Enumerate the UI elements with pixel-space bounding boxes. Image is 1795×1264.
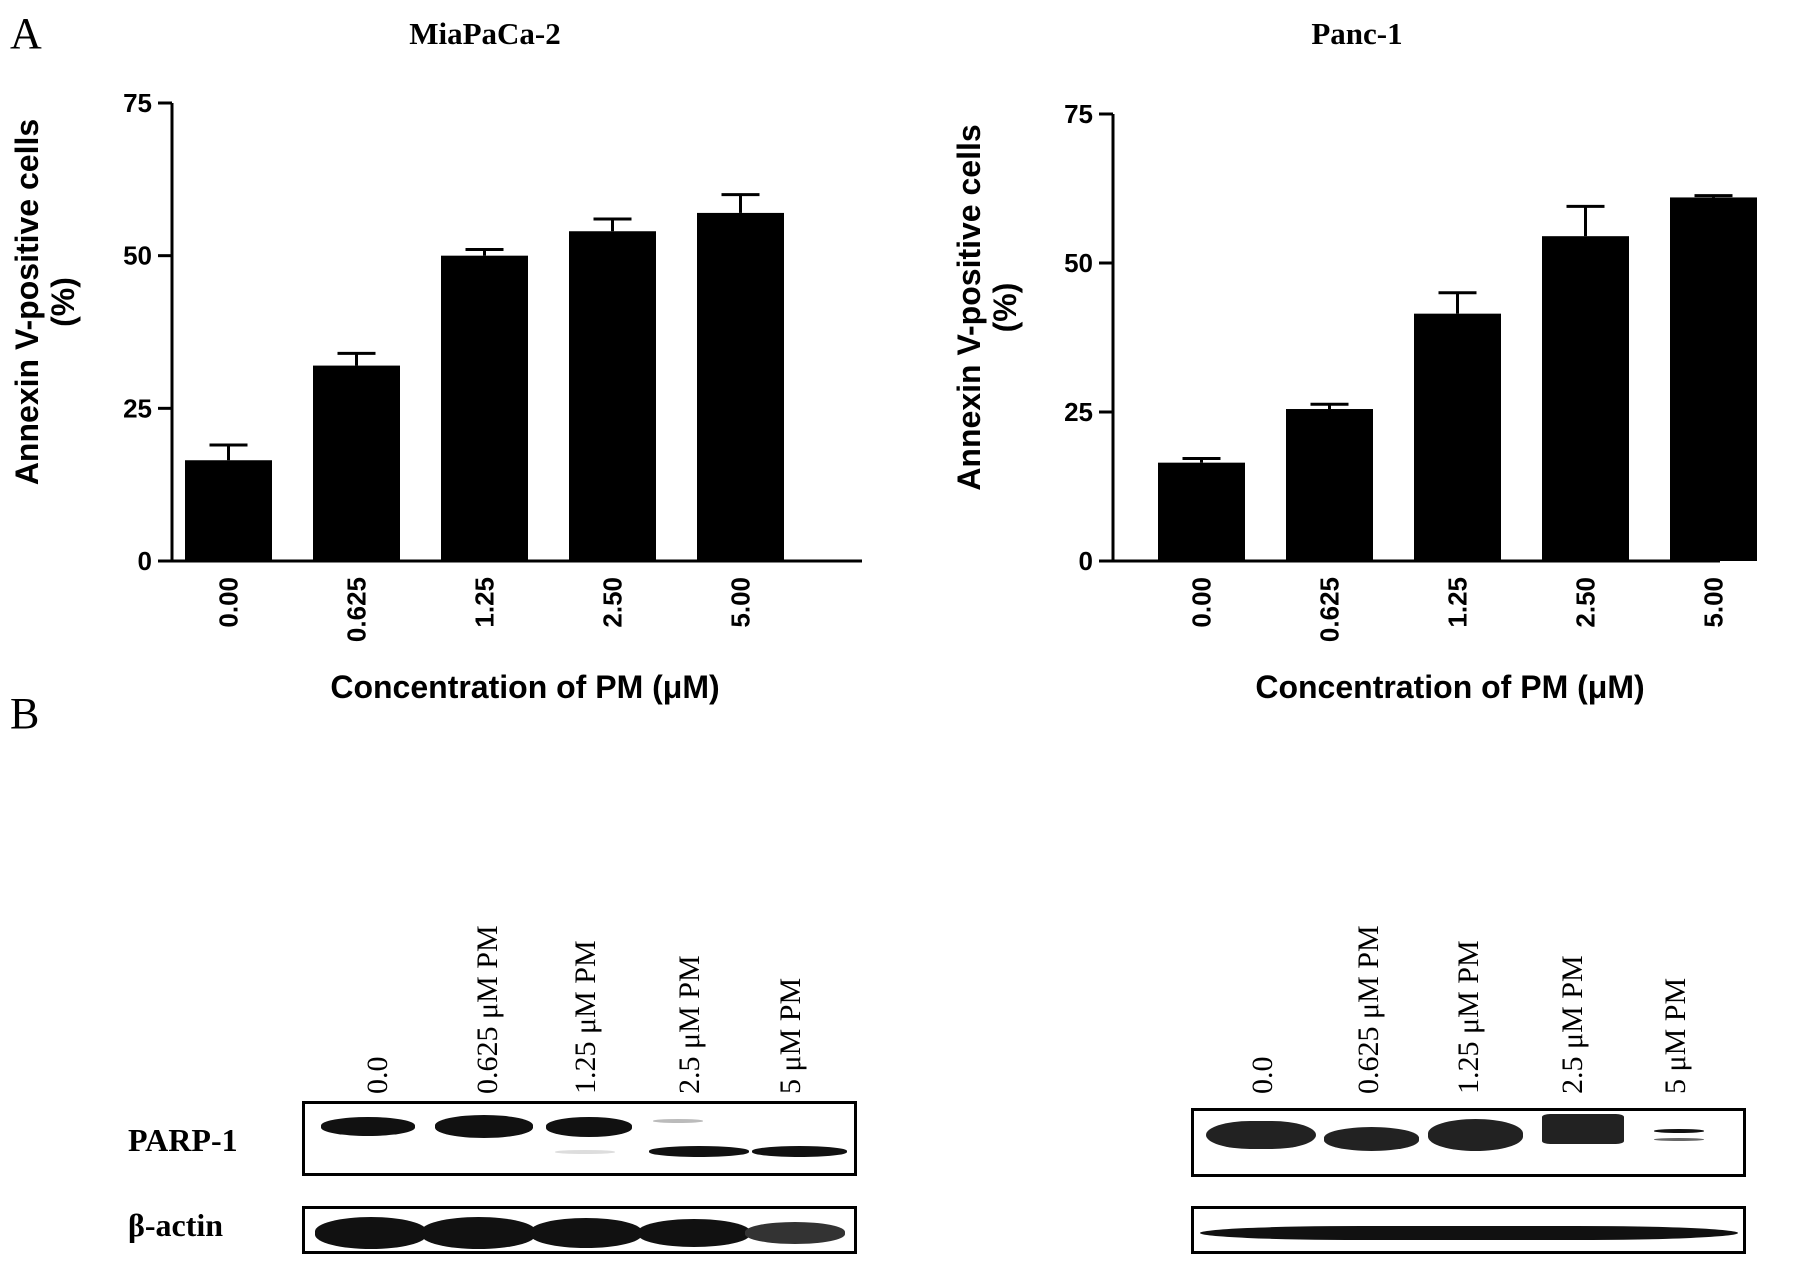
bar: [1414, 313, 1501, 561]
bar: [697, 212, 784, 562]
lane-label-right-4: 2.5 μM PM: [1556, 955, 1589, 1094]
y-tick-label: 50: [1064, 248, 1093, 278]
panel-label-a: A: [10, 9, 42, 58]
lane-label-left-3: 1.25 μM PM: [569, 940, 602, 1094]
band: [530, 1218, 642, 1248]
x-tick-label: 1.25: [470, 577, 500, 628]
bar: [1286, 409, 1373, 561]
chart-title-panc: Panc-1: [1311, 16, 1403, 51]
lane-label-left-4: 2.5 μM PM: [673, 955, 706, 1094]
x-tick-label: 1.25: [1443, 577, 1473, 628]
y-tick-label: 25: [123, 393, 152, 423]
band: [649, 1146, 749, 1157]
y-tick-label: 25: [1064, 397, 1093, 427]
bar: [313, 365, 400, 561]
x-tick-label: 2.50: [598, 577, 628, 628]
band: [315, 1217, 427, 1249]
lane-label-left-2: 0.625 μM PM: [471, 925, 504, 1094]
x-axis-label: Concentration of PM (μM): [330, 669, 719, 705]
bar: [569, 231, 656, 562]
blot-left-parp: [302, 1101, 857, 1176]
y-axis-label-unit: (%): [45, 277, 81, 327]
band: [421, 1217, 536, 1249]
row-label-parp: PARP-1: [128, 1122, 238, 1158]
y-tick-label: 50: [123, 241, 152, 271]
bar-chart-miapaca: 0 25 50 75 0.00 0.625 1.25 2.50 5.00 Concentratio…: [9, 88, 862, 705]
lane-label-right-5: 5 μM PM: [1659, 977, 1692, 1094]
lane-label-left-1: 0.0: [361, 1056, 394, 1095]
y-axis-label-unit: (%): [987, 283, 1023, 333]
x-tick-label: 0.625: [342, 577, 372, 642]
band: [1428, 1119, 1523, 1151]
band: [1206, 1121, 1316, 1149]
bar: [1670, 197, 1757, 561]
row-label-actin: β-actin: [128, 1207, 224, 1243]
bar: [1158, 462, 1245, 561]
blot-left-actin: [302, 1206, 857, 1254]
bar: [441, 255, 528, 561]
y-tick-label: 75: [1064, 99, 1093, 129]
x-tick-label: 5.00: [726, 577, 756, 628]
x-tick-label: 0.00: [214, 577, 244, 628]
band: [1324, 1127, 1419, 1151]
blot-right-actin: [1191, 1206, 1746, 1254]
x-tick-label: 0.625: [1315, 577, 1345, 642]
band: [745, 1222, 845, 1244]
band: [1542, 1114, 1624, 1144]
band: [1200, 1226, 1738, 1240]
panel-label-b: B: [10, 689, 40, 738]
lane-label-right-3: 1.25 μM PM: [1452, 940, 1485, 1094]
bar-chart-panc: 0 25 50 75 0.00 0.625 1.25 2.50 5.00 Concentratio…: [951, 99, 1757, 705]
lane-label-right-2: 0.625 μM PM: [1352, 925, 1385, 1094]
band: [321, 1117, 415, 1136]
x-tick-label: 2.50: [1571, 577, 1601, 628]
chart-title-miapaca: MiaPaCa-2: [409, 16, 561, 51]
band: [1654, 1129, 1704, 1133]
lane-label-right-1: 0.0: [1246, 1056, 1279, 1095]
bar: [1542, 236, 1629, 561]
lane-label-left-5: 5 μM PM: [774, 977, 807, 1094]
y-axis-label: Annexin V-positive cells: [951, 124, 987, 490]
band: [752, 1146, 847, 1157]
y-tick-label: 0: [1079, 546, 1093, 576]
x-tick-label: 0.00: [1187, 577, 1217, 628]
y-tick-label: 0: [138, 546, 152, 576]
band: [435, 1115, 533, 1138]
x-tick-label: 5.00: [1699, 577, 1729, 628]
band: [638, 1219, 750, 1247]
x-axis-label: Concentration of PM (μM): [1255, 669, 1644, 705]
band: [555, 1150, 615, 1154]
band: [653, 1119, 703, 1123]
band: [1654, 1138, 1704, 1141]
y-tick-label: 75: [123, 88, 152, 118]
blot-right-parp: [1191, 1108, 1746, 1177]
y-axis-label: Annexin V-positive cells: [9, 119, 45, 485]
bar: [185, 460, 272, 561]
band: [546, 1117, 632, 1137]
